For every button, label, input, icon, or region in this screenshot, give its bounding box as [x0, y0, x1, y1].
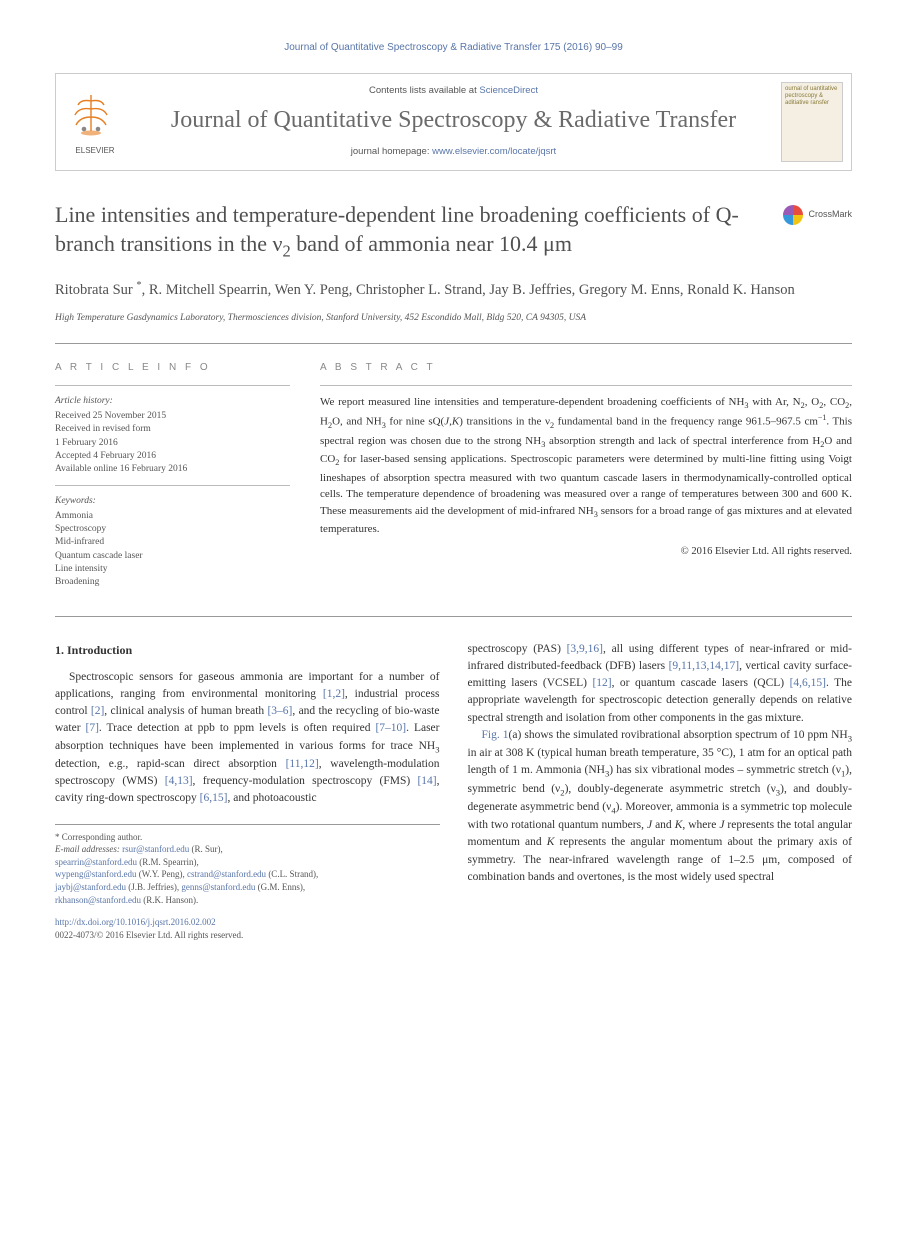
article-title: Line intensities and temperature-depende… [55, 201, 852, 261]
body-two-column: 1. Introduction Spectroscopic sensors fo… [55, 641, 852, 942]
journal-name: Journal of Quantitative Spectroscopy & R… [144, 106, 763, 135]
publisher-name: ELSEVIER [66, 145, 124, 157]
running-header: Journal of Quantitative Spectroscopy & R… [55, 40, 852, 55]
section-heading-introduction: 1. Introduction [55, 641, 440, 659]
article-history: Received 25 November 2015Received in rev… [55, 410, 290, 476]
journal-homepage-line: journal homepage: www.elsevier.com/locat… [144, 145, 763, 159]
publisher-logo-block: ELSEVIER [56, 74, 134, 170]
article-history-label: Article history: [55, 385, 290, 408]
corresponding-author-footnote: * Corresponding author. E-mail addresses… [55, 824, 440, 942]
doi-link[interactable]: http://dx.doi.org/10.1016/j.jqsrt.2016.0… [55, 917, 216, 927]
journal-cover-thumbnail: ournal of uantitative pectroscopy & adit… [781, 82, 843, 162]
cover-thumbnail-block: ournal of uantitative pectroscopy & adit… [773, 74, 851, 170]
intro-paragraph-1-continued: spectroscopy (PAS) [3,9,16], all using d… [468, 641, 853, 727]
abstract-column: A B S T R A C T We report measured line … [320, 360, 852, 598]
intro-paragraph-1: Spectroscopic sensors for gaseous ammoni… [55, 669, 440, 808]
divider [55, 343, 852, 344]
contents-lists-line: Contents lists available at ScienceDirec… [144, 84, 763, 98]
article-info-column: A R T I C L E I N F O Article history: R… [55, 360, 290, 598]
abstract-copyright: © 2016 Elsevier Ltd. All rights reserved… [320, 544, 852, 560]
journal-homepage-link[interactable]: www.elsevier.com/locate/jqsrt [432, 146, 556, 157]
divider [55, 616, 852, 617]
affiliation: High Temperature Gasdynamics Laboratory,… [55, 311, 852, 325]
keywords-list: AmmoniaSpectroscopyMid-infraredQuantum c… [55, 510, 290, 590]
sciencedirect-link[interactable]: ScienceDirect [479, 85, 538, 96]
email-addresses-label: E-mail addresses: [55, 844, 122, 854]
homepage-prefix: journal homepage: [351, 146, 432, 157]
contents-prefix: Contents lists available at [369, 85, 479, 96]
crossmark-label: CrossMark [808, 208, 852, 222]
crossmark-icon [783, 205, 803, 225]
abstract-text: We report measured line intensities and … [320, 385, 852, 538]
elsevier-logo-icon: ELSEVIER [66, 91, 124, 153]
journal-masthead: ELSEVIER Contents lists available at Sci… [55, 73, 852, 171]
intro-paragraph-2: Fig. 1(a) shows the simulated rovibratio… [468, 727, 853, 886]
issn-copyright: 0022-4073/© 2016 Elsevier Ltd. All right… [55, 929, 440, 942]
keywords-label: Keywords: [55, 485, 290, 508]
corresponding-author-marker: * Corresponding author. [55, 831, 440, 844]
crossmark-badge[interactable]: CrossMark [783, 205, 852, 225]
abstract-heading: A B S T R A C T [320, 360, 852, 375]
author-list: Ritobrata Sur *, R. Mitchell Spearrin, W… [55, 279, 852, 300]
article-info-heading: A R T I C L E I N F O [55, 360, 290, 375]
